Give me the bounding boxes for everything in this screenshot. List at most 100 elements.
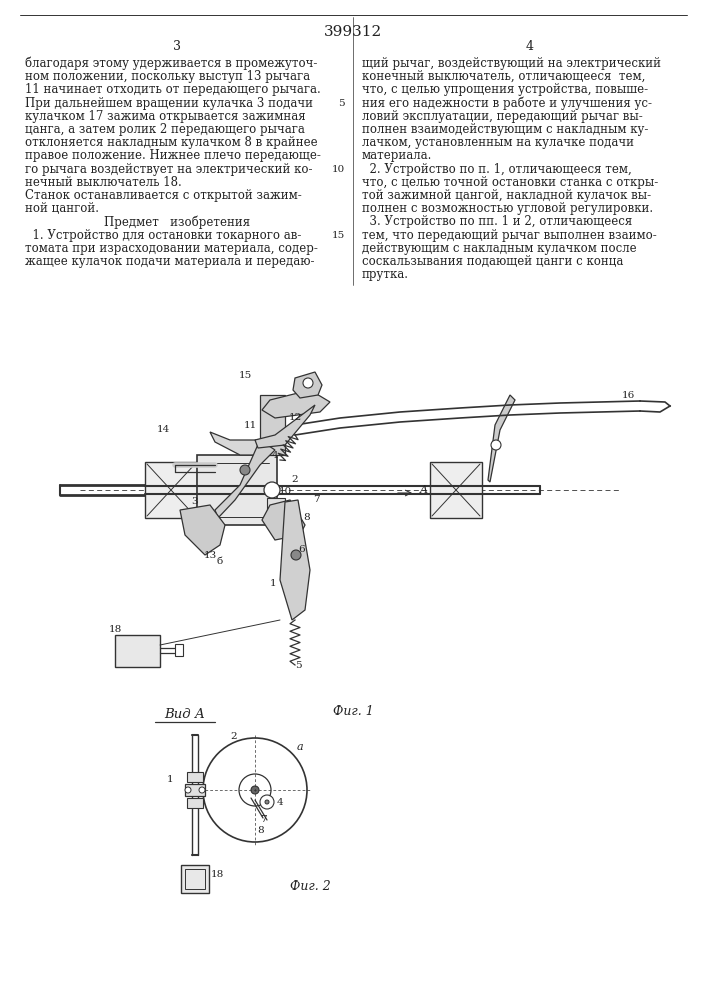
Text: что, с целью упрощения устройства, повыше-: что, с целью упрощения устройства, повыш… — [362, 83, 648, 96]
Text: ной цангой.: ной цангой. — [25, 202, 99, 215]
Text: ном положении, поскольку выступ 13 рычага: ном положении, поскольку выступ 13 рычаг… — [25, 70, 310, 83]
Text: б: б — [217, 558, 223, 566]
Circle shape — [265, 800, 269, 804]
Text: 13: 13 — [204, 550, 216, 560]
Polygon shape — [280, 500, 310, 620]
Bar — [181, 865, 209, 893]
Text: ловий эксплуатации, передающий рычаг вы-: ловий эксплуатации, передающий рычаг вы- — [362, 110, 643, 123]
Text: ния его надежности в работе и улучшения ус-: ния его надежности в работе и улучшения … — [362, 97, 652, 110]
Circle shape — [239, 774, 271, 806]
Polygon shape — [260, 395, 285, 455]
Circle shape — [203, 738, 307, 842]
Circle shape — [199, 787, 205, 793]
Text: 15: 15 — [332, 231, 345, 240]
Text: 3: 3 — [173, 40, 181, 53]
Text: 7: 7 — [312, 494, 320, 504]
Text: благодаря этому удерживается в промежуточ-: благодаря этому удерживается в промежуто… — [25, 57, 317, 70]
Text: Фиг. 2: Фиг. 2 — [290, 880, 330, 893]
Text: Фиг. 1: Фиг. 1 — [332, 705, 373, 718]
Bar — [187, 798, 203, 808]
Text: A: A — [420, 485, 428, 495]
Text: 8: 8 — [304, 514, 310, 522]
Polygon shape — [180, 505, 225, 555]
Text: При дальнейшем вращении кулачка 3 подачи: При дальнейшем вращении кулачка 3 подачи — [25, 97, 313, 110]
Text: 3: 3 — [192, 497, 198, 506]
Bar — [115, 635, 160, 667]
Text: 12: 12 — [288, 414, 302, 422]
Text: 10: 10 — [279, 488, 291, 496]
Text: 1: 1 — [166, 776, 173, 784]
Circle shape — [291, 550, 301, 560]
Text: 5: 5 — [339, 99, 345, 108]
Bar — [145, 462, 197, 518]
Text: 16: 16 — [621, 390, 635, 399]
Bar — [185, 869, 205, 889]
Text: 18: 18 — [108, 626, 122, 635]
Text: 7: 7 — [260, 815, 267, 824]
Text: правое положение. Нижнее плечо передающе-: правое положение. Нижнее плечо передающе… — [25, 149, 321, 162]
Text: полнен с возможностью угловой регулировки.: полнен с возможностью угловой регулировк… — [362, 202, 653, 215]
Text: 3. Устройство по пп. 1 и 2, отличающееся: 3. Устройство по пп. 1 и 2, отличающееся — [362, 215, 632, 228]
Text: прутка.: прутка. — [362, 268, 409, 281]
Text: тем, что передающий рычаг выполнен взаимо-: тем, что передающий рычаг выполнен взаим… — [362, 229, 657, 242]
Text: а: а — [297, 742, 303, 752]
Text: 5: 5 — [295, 660, 301, 670]
Text: 15: 15 — [238, 370, 252, 379]
Text: 4: 4 — [526, 40, 534, 53]
Text: 18: 18 — [211, 870, 224, 879]
Polygon shape — [293, 372, 322, 398]
Text: 399312: 399312 — [324, 25, 382, 39]
Text: лачком, установленным на кулачке подачи: лачком, установленным на кулачке подачи — [362, 136, 634, 149]
Text: полнен взаимодействующим с накладным ку-: полнен взаимодействующим с накладным ку- — [362, 123, 648, 136]
Text: 6: 6 — [298, 546, 305, 554]
Bar — [430, 462, 482, 518]
Polygon shape — [215, 440, 275, 518]
Text: 11: 11 — [243, 420, 257, 430]
Polygon shape — [262, 390, 330, 418]
Circle shape — [251, 786, 259, 794]
Text: 8: 8 — [257, 826, 264, 835]
Polygon shape — [262, 500, 305, 540]
Bar — [185, 784, 205, 796]
Text: жащее кулачок подачи материала и передаю-: жащее кулачок подачи материала и передаю… — [25, 255, 315, 268]
Text: Предмет   изобретения: Предмет изобретения — [104, 215, 250, 229]
Text: 14: 14 — [156, 426, 170, 434]
Text: что, с целью точной остановки станка с откры-: что, с целью точной остановки станка с о… — [362, 176, 658, 189]
Text: Вид А: Вид А — [165, 708, 206, 721]
Text: щий рычаг, воздействующий на электрический: щий рычаг, воздействующий на электрическ… — [362, 57, 661, 70]
Text: 2: 2 — [230, 732, 237, 741]
Circle shape — [264, 482, 280, 498]
Text: конечный выключатель, отличающееся  тем,: конечный выключатель, отличающееся тем, — [362, 70, 645, 83]
Text: той зажимной цангой, накладной кулачок вы-: той зажимной цангой, накладной кулачок в… — [362, 189, 651, 202]
Bar — [187, 772, 203, 782]
Bar — [267, 498, 285, 512]
Polygon shape — [210, 432, 270, 455]
Circle shape — [303, 378, 313, 388]
Text: 4: 4 — [277, 798, 284, 807]
Bar — [175, 644, 183, 656]
Text: соскальзывания подающей цанги с конца: соскальзывания подающей цанги с конца — [362, 255, 624, 268]
Text: отклоняется накладным кулачком 8 в крайнее: отклоняется накладным кулачком 8 в крайн… — [25, 136, 317, 149]
Text: Станок останавливается с открытой зажим-: Станок останавливается с открытой зажим- — [25, 189, 302, 202]
Text: действующим с накладным кулачком после: действующим с накладным кулачком после — [362, 242, 636, 255]
Text: материала.: материала. — [362, 149, 433, 162]
Circle shape — [260, 795, 274, 809]
Text: 4: 4 — [271, 450, 279, 460]
Polygon shape — [488, 395, 515, 482]
Text: го рычага воздействует на электрический ко-: го рычага воздействует на электрический … — [25, 163, 312, 176]
Circle shape — [185, 787, 191, 793]
Bar — [197, 455, 277, 525]
Text: 2. Устройство по п. 1, отличающееся тем,: 2. Устройство по п. 1, отличающееся тем, — [362, 163, 632, 176]
Text: 1: 1 — [269, 578, 276, 587]
Text: кулачком 17 зажима открывается зажимная: кулачком 17 зажима открывается зажимная — [25, 110, 305, 123]
Text: нечный выключатель 18.: нечный выключатель 18. — [25, 176, 182, 189]
Polygon shape — [255, 405, 315, 448]
Circle shape — [240, 465, 250, 475]
Circle shape — [491, 440, 501, 450]
Text: 2: 2 — [292, 476, 298, 485]
Text: 11 начинает отходить от передающего рычага.: 11 начинает отходить от передающего рыча… — [25, 83, 321, 96]
Text: 10: 10 — [332, 165, 345, 174]
Text: томата при израсходовании материала, содер-: томата при израсходовании материала, сод… — [25, 242, 318, 255]
Text: цанга, а затем ролик 2 передающего рычага: цанга, а затем ролик 2 передающего рычаг… — [25, 123, 305, 136]
Text: 1. Устройство для остановки токарного ав-: 1. Устройство для остановки токарного ав… — [25, 229, 301, 242]
